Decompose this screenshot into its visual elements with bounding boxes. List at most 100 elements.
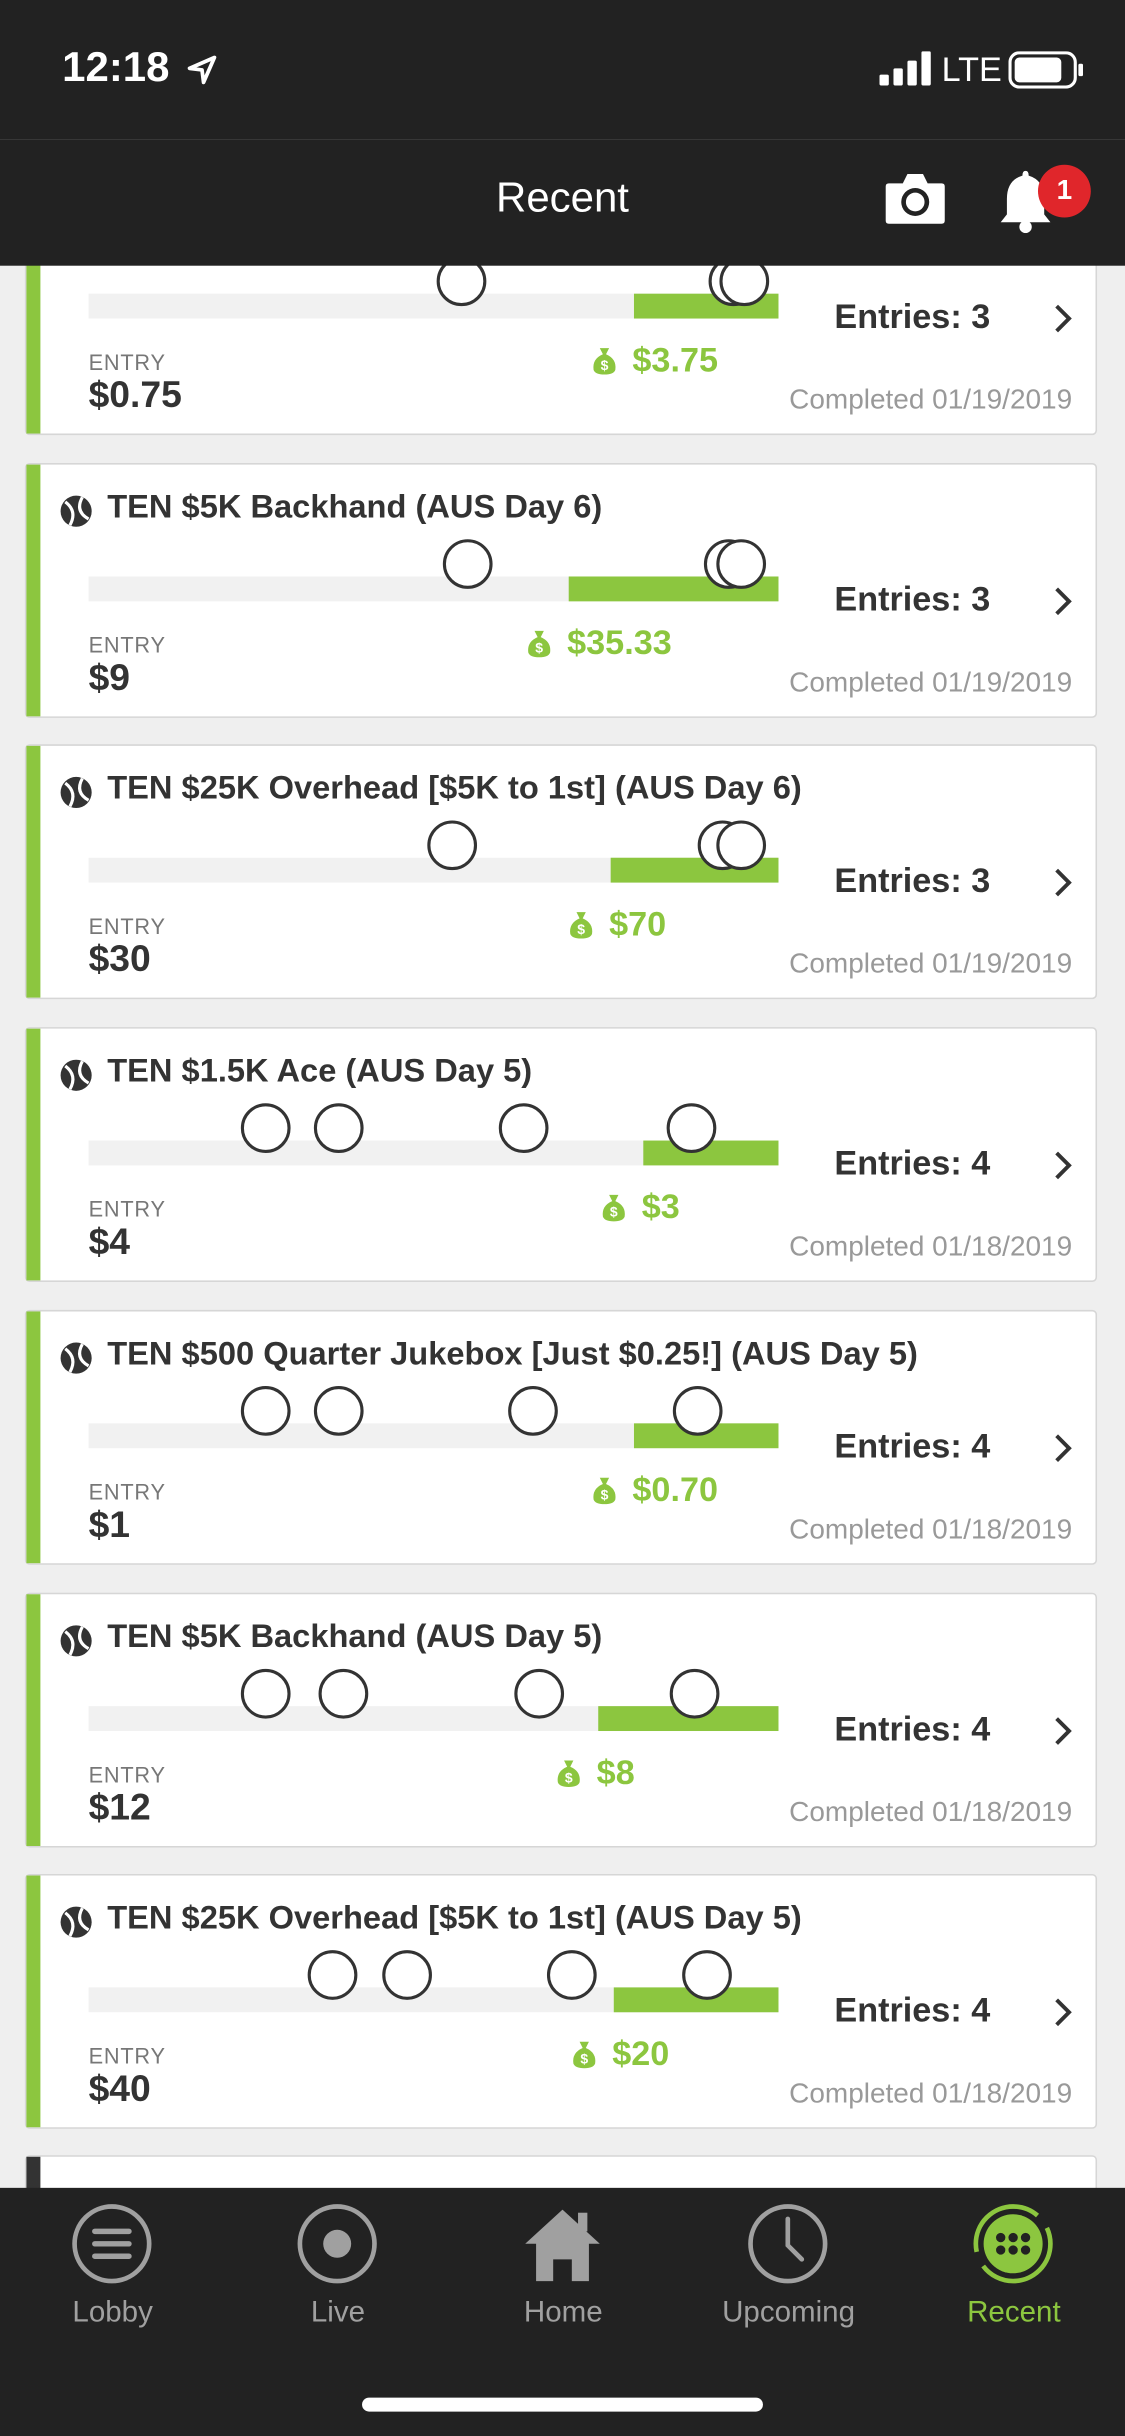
completed-date: Completed 01/19/2019: [789, 383, 1073, 415]
winnings: $20: [612, 2034, 670, 2074]
tab-button[interactable]: Lobby: [0, 2188, 225, 2374]
tab-label: Live: [310, 2296, 366, 2330]
contest-card[interactable]: TEN $5K Backhand (AUS Day 5) $ $8 ENTRY $12 E…: [24, 1591, 1098, 1847]
camera-button[interactable]: [884, 171, 946, 227]
contest-title: TEN $1.5K Ace (AUS Day 5): [107, 1053, 533, 1090]
completed-date: Completed 01/18/2019: [789, 1513, 1073, 1545]
tab-button[interactable]: Home: [451, 2188, 676, 2374]
entry-fee: $0.75: [88, 374, 182, 417]
entry-label: ENTRY: [88, 1478, 166, 1504]
player-bubble: [672, 1385, 723, 1436]
contest-card[interactable]: TEN $5K Backhand (AUS Day 6) $ $35.33 ENTRY…: [24, 462, 1098, 718]
player-bubble: [442, 538, 493, 589]
entry-fee: $4: [88, 1221, 131, 1264]
player-bubble: [313, 1385, 364, 1436]
home-indicator: [362, 2397, 763, 2412]
notification-badge: [1037, 164, 1091, 218]
chevron: [1052, 585, 1074, 624]
contest-title: TEN $5K Backhand (AUS Day 6): [107, 488, 603, 525]
sport-icon: [59, 494, 93, 536]
winnings: $3: [641, 1187, 680, 1227]
contest-title: TEN $25K Overhead [$5K to 1st] (AUS Day …: [107, 771, 802, 808]
player-bubble: [313, 1103, 364, 1154]
tab-button[interactable]: Upcoming: [676, 2188, 901, 2374]
completed-date: Completed 01/19/2019: [789, 948, 1073, 980]
completed-date: Completed 01/18/2019: [789, 2077, 1073, 2109]
sport-icon: [59, 1905, 93, 1947]
player-bubble: [382, 1950, 432, 2001]
payout-zone: [643, 1140, 779, 1166]
player-bubble: [716, 821, 767, 871]
chevron: [1052, 868, 1074, 907]
tab-button[interactable]: Live: [225, 2188, 450, 2374]
svg-text:$: $: [577, 921, 585, 937]
entry-fee: $12: [88, 1786, 151, 1829]
contest-title: TEN $500 Quarter Jukebox [Just $0.25!] (…: [107, 1336, 918, 1372]
network: LTE: [941, 49, 1002, 89]
player-bubble: [682, 1950, 732, 2001]
tab-icon: [744, 2200, 831, 2295]
status-stripe: [26, 1311, 41, 1563]
svg-text:$: $: [610, 1204, 618, 1220]
player-bubble: [240, 1103, 291, 1154]
entries-count: Entries: 4: [834, 1990, 991, 2030]
completed-date: Completed 01/18/2019: [789, 1795, 1073, 1827]
contest-card[interactable]: TEN $1.5K Ace (AUS Day 5) $ $3 ENTRY $4 Entri…: [24, 1027, 1098, 1283]
header-title: Recent: [496, 174, 629, 221]
chevron: [1052, 303, 1074, 342]
entry-label: ENTRY: [88, 914, 166, 940]
tab-label: Recent: [967, 2296, 1061, 2330]
svg-text:$: $: [601, 357, 609, 373]
status-bar: [0, 0, 1125, 140]
player-bubble: [307, 1950, 358, 2001]
player-bubble: [546, 1950, 597, 2001]
player-bubble: [508, 1385, 558, 1436]
contest-card[interactable]: TEN $25K Overhead [$5K to 1st] (AUS Day …: [24, 1874, 1098, 2130]
player-bubble: [427, 821, 478, 871]
tab-button[interactable]: Recent: [901, 2188, 1125, 2374]
money-icon: $: [570, 2037, 598, 2079]
time: 12:18: [62, 43, 170, 91]
money-icon: $: [567, 908, 595, 950]
winnings: $35.33: [567, 622, 672, 662]
entry-fee: $9: [88, 656, 131, 699]
winnings: $3.75: [632, 340, 718, 380]
entries-count: Entries: 4: [834, 1708, 991, 1748]
tab-icon: [68, 2200, 155, 2295]
contest-title: TEN $5K Backhand (AUS Day 5): [107, 1618, 603, 1655]
tab-label: Lobby: [72, 2296, 153, 2330]
winnings: $8: [596, 1751, 635, 1791]
player-bubble: [716, 538, 767, 589]
completed-date: Completed 01/19/2019: [789, 666, 1073, 698]
completed-date: Completed 01/18/2019: [789, 1230, 1073, 1262]
svg-text:$: $: [535, 639, 543, 655]
battery-icon: [1008, 51, 1084, 89]
player-bubble: [240, 1668, 291, 1718]
entry-label: ENTRY: [88, 1761, 166, 1787]
player-bubble: [498, 1103, 549, 1154]
svg-text:$: $: [565, 1769, 573, 1785]
money-icon: $: [590, 343, 618, 385]
tab-icon: [294, 2200, 381, 2295]
entry-label: ENTRY: [88, 2043, 166, 2069]
entry-label: ENTRY: [88, 1196, 166, 1222]
money-icon: $: [590, 1473, 618, 1515]
badge-count: 1: [1056, 174, 1073, 206]
player-bubble: [240, 1385, 291, 1436]
tab-icon: [519, 2200, 606, 2295]
contest-card[interactable]: TEN $500 Quarter Jukebox [Just $0.25!] (…: [24, 1309, 1098, 1565]
status-stripe: [26, 1593, 41, 1846]
entry-fee: $40: [88, 2068, 151, 2111]
status-stripe: [26, 464, 41, 716]
entries-count: Entries: 4: [834, 1143, 991, 1183]
entries-count: Entries: 3: [834, 296, 991, 336]
money-icon: $: [525, 626, 553, 668]
entries-count: Entries: 4: [834, 1426, 991, 1465]
sport-icon: [59, 1623, 93, 1665]
contest-card[interactable]: TEN $25K Overhead [$5K to 1st] (AUS Day …: [24, 744, 1098, 1000]
player-bubble: [514, 1668, 565, 1718]
money-icon: $: [600, 1190, 628, 1232]
entry-label: ENTRY: [88, 349, 166, 375]
chevron: [1052, 1997, 1074, 2036]
